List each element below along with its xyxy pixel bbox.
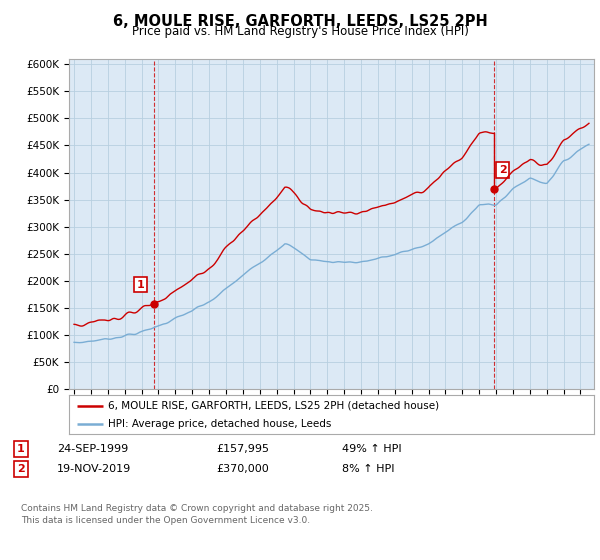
Text: 24-SEP-1999: 24-SEP-1999 xyxy=(57,444,128,454)
Text: Price paid vs. HM Land Registry's House Price Index (HPI): Price paid vs. HM Land Registry's House … xyxy=(131,25,469,38)
Text: 2: 2 xyxy=(17,464,25,474)
Text: 1: 1 xyxy=(17,444,25,454)
Text: 1: 1 xyxy=(137,279,144,290)
Text: 2: 2 xyxy=(499,165,506,175)
Text: 6, MOULE RISE, GARFORTH, LEEDS, LS25 2PH: 6, MOULE RISE, GARFORTH, LEEDS, LS25 2PH xyxy=(113,14,487,29)
Text: 8% ↑ HPI: 8% ↑ HPI xyxy=(342,464,395,474)
Text: 6, MOULE RISE, GARFORTH, LEEDS, LS25 2PH (detached house): 6, MOULE RISE, GARFORTH, LEEDS, LS25 2PH… xyxy=(109,401,439,411)
Text: Contains HM Land Registry data © Crown copyright and database right 2025.
This d: Contains HM Land Registry data © Crown c… xyxy=(21,504,373,525)
Text: HPI: Average price, detached house, Leeds: HPI: Average price, detached house, Leed… xyxy=(109,419,332,429)
Text: 19-NOV-2019: 19-NOV-2019 xyxy=(57,464,131,474)
Text: £157,995: £157,995 xyxy=(216,444,269,454)
Text: £370,000: £370,000 xyxy=(216,464,269,474)
Text: 49% ↑ HPI: 49% ↑ HPI xyxy=(342,444,401,454)
